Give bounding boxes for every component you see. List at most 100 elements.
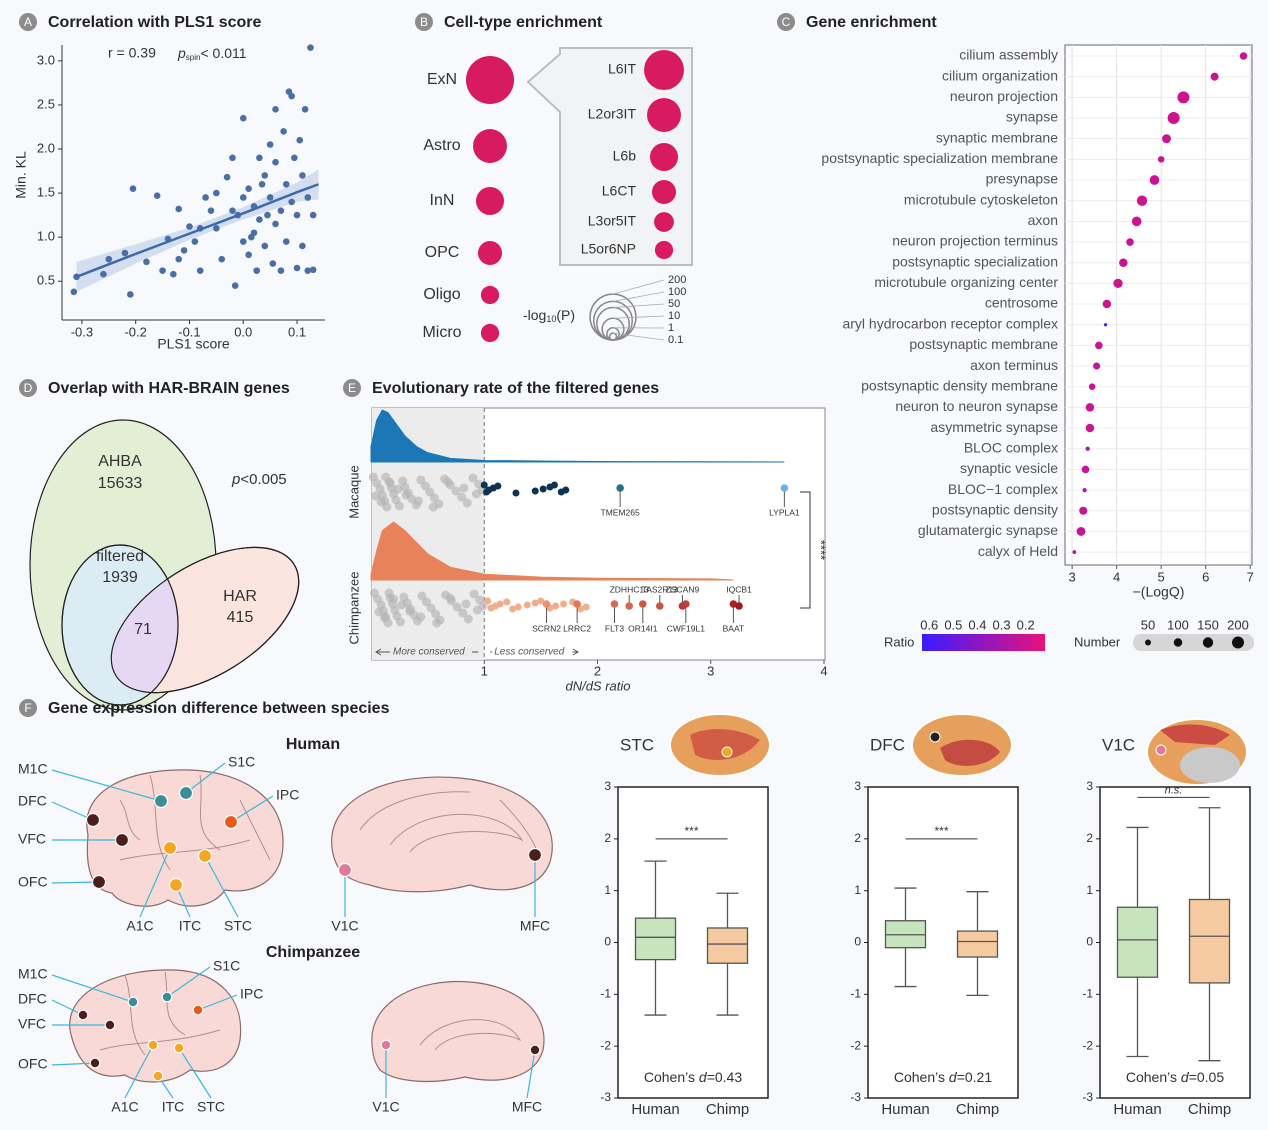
point	[480, 481, 488, 489]
region-label: IPC	[276, 787, 299, 803]
point	[272, 158, 279, 166]
size-legend-label: 50	[668, 298, 680, 310]
point	[309, 266, 317, 274]
x-tick-label: 7	[1247, 569, 1254, 584]
term-label: synapse	[1006, 109, 1058, 125]
point	[175, 205, 183, 213]
cell-type-label: Oligo	[423, 286, 460, 303]
category-label: Human	[881, 1101, 929, 1118]
background-point	[401, 490, 411, 500]
region-dot	[380, 1039, 392, 1051]
region-dot	[223, 814, 239, 830]
term-label: cilium assembly	[959, 47, 1058, 63]
point	[296, 136, 304, 144]
term-label: axon	[1028, 212, 1058, 228]
box	[1188, 898, 1231, 984]
effect-part: =0.43	[707, 1069, 743, 1085]
size-legend-circle	[596, 306, 630, 341]
category-label: Chimp	[1188, 1101, 1231, 1118]
set-name: HAR	[223, 588, 257, 605]
gene-label: TAS2R13	[642, 584, 678, 594]
significance: n.s.	[1165, 784, 1183, 796]
leader	[166, 966, 211, 998]
term-label: postsynaptic specialization membrane	[821, 150, 1058, 166]
background-point	[432, 618, 442, 628]
region-dot	[168, 877, 184, 893]
x-axis-label: −(LogQ)	[1133, 584, 1185, 600]
legend-leader	[612, 315, 665, 319]
panel-badge	[777, 13, 795, 31]
panel-letter: F	[24, 701, 31, 715]
point	[180, 247, 188, 254]
background-point	[380, 613, 390, 623]
leader	[204, 855, 239, 918]
term-label: postsynaptic membrane	[909, 336, 1058, 352]
x-tick-label: 1	[481, 663, 488, 678]
dot	[1072, 550, 1077, 554]
point	[494, 482, 502, 490]
dot	[1093, 362, 1101, 370]
legend-leader	[612, 303, 665, 308]
panel-letter: C	[782, 15, 791, 29]
term-label: asymmetric synapse	[930, 419, 1058, 435]
set-name: AHBA	[98, 453, 142, 470]
leader	[139, 847, 171, 918]
point	[253, 267, 260, 274]
color-legend-title: Ratio	[884, 634, 914, 649]
leader	[51, 974, 134, 1003]
region-label: M1C	[18, 966, 48, 982]
region-label: V1C	[372, 1099, 399, 1115]
bubble	[480, 285, 500, 305]
point	[231, 282, 239, 289]
y-tick-label: -2	[1082, 1038, 1093, 1052]
dot	[1085, 423, 1095, 433]
density	[370, 521, 734, 581]
color-legend-tick: 0.4	[968, 617, 986, 632]
callout	[526, 47, 693, 266]
leader	[51, 999, 84, 1016]
region-label: OFC	[18, 874, 48, 890]
leader	[197, 994, 238, 1011]
point	[143, 258, 150, 266]
gene-point	[542, 600, 551, 608]
background-point	[376, 497, 386, 507]
effect-size: Cohen’s d=0.05	[1126, 1069, 1224, 1085]
gene-point	[639, 600, 647, 608]
gene-label: SCRN2	[532, 623, 561, 633]
x-tick-label: 3	[1069, 569, 1076, 584]
x-tick-label: 5	[1158, 569, 1165, 584]
subtype-label: L6b	[613, 148, 637, 164]
region-title: DFC	[870, 735, 905, 754]
y-tick-label: 0	[854, 935, 861, 949]
cell-type-label: OPC	[425, 244, 460, 261]
cell-type-label: InN	[430, 192, 455, 209]
point	[191, 238, 199, 245]
y-tick-label: 0.5	[37, 273, 55, 288]
panel-badge	[415, 13, 433, 31]
gene-label: FLT3	[605, 623, 624, 633]
size-legend-label: 0.1	[668, 334, 683, 346]
point	[100, 270, 107, 278]
leader	[124, 1044, 154, 1099]
point	[213, 225, 220, 232]
subtype-label: L2or3IT	[588, 106, 637, 122]
background-point	[428, 502, 438, 512]
gene-point	[780, 484, 789, 492]
region-title: V1C	[1102, 735, 1135, 754]
term-label: neuron projection	[950, 88, 1058, 104]
species-title: Chimpanzee	[266, 944, 360, 961]
legend-title-sub: 10	[546, 314, 556, 324]
subtype-label: L6IT	[608, 61, 636, 77]
bubble	[651, 179, 677, 205]
point	[307, 44, 314, 51]
region-dot	[114, 832, 130, 848]
point	[523, 601, 531, 609]
size-legend-circle	[608, 332, 618, 341]
region-label: DFC	[18, 793, 47, 809]
map-patch	[1160, 724, 1230, 745]
panel-letter: B	[420, 15, 428, 29]
term-label: microtubule cytoskeleton	[904, 191, 1058, 207]
term-label: postsynaptic density membrane	[861, 377, 1058, 393]
leader	[185, 762, 226, 794]
dot	[1088, 383, 1096, 391]
